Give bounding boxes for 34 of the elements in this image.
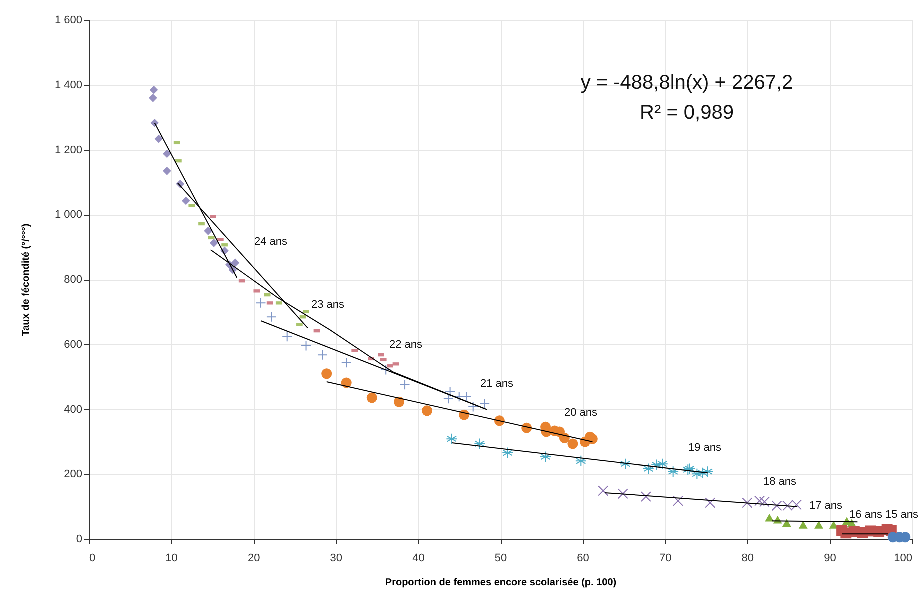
y-tick-label: 1 000 <box>54 209 82 222</box>
x-tick-label: 80 <box>742 552 754 564</box>
x-tick-label: 70 <box>659 552 672 564</box>
x-axis-title: Proportion de femmes encore scolarisée (p. 100) <box>385 578 617 588</box>
annotation: 20 ans <box>564 407 598 419</box>
y-tick-label: 1 400 <box>54 79 82 92</box>
y-axis-title: Taux de fécondité (°/°°°) <box>20 224 32 336</box>
annotation: 18 ans <box>763 476 798 488</box>
x-tick-label: 10 <box>166 552 178 564</box>
annotation: 15 ans <box>885 509 920 521</box>
annotation: 23 ans <box>311 299 346 311</box>
annotation: 24 ans <box>254 236 288 248</box>
x-tick-label: 30 <box>330 552 343 564</box>
x-tick-label: 60 <box>577 552 590 564</box>
y-tick-label: 1 200 <box>54 144 82 156</box>
y-tick-label: 600 <box>64 338 82 351</box>
x-tick-label: 50 <box>494 552 508 564</box>
annotation: 19 ans <box>688 442 722 454</box>
annotation: 21 ans <box>480 378 514 390</box>
x-tick-label: 40 <box>412 552 425 564</box>
y-tick-label: 400 <box>64 404 82 416</box>
x-tick-label: 0 <box>90 552 96 564</box>
x-tick-label: 20 <box>248 552 260 564</box>
y-tick-label: 800 <box>64 274 82 286</box>
annotation: y = -488,8ln(x) + 2267,2 <box>580 72 794 94</box>
x-tick-label: 90 <box>824 552 836 564</box>
annotation: 17 ans <box>809 500 844 512</box>
y-tick-label: 200 <box>64 468 82 481</box>
x-tick-label: 100 <box>894 552 912 564</box>
annotation: 16 ans <box>849 509 884 521</box>
annotation: R² = 0,989 <box>640 102 734 124</box>
y-tick-label: 0 <box>76 534 82 546</box>
y-tick-label: 1 600 <box>54 14 82 26</box>
annotation: 22 ans <box>389 339 424 351</box>
